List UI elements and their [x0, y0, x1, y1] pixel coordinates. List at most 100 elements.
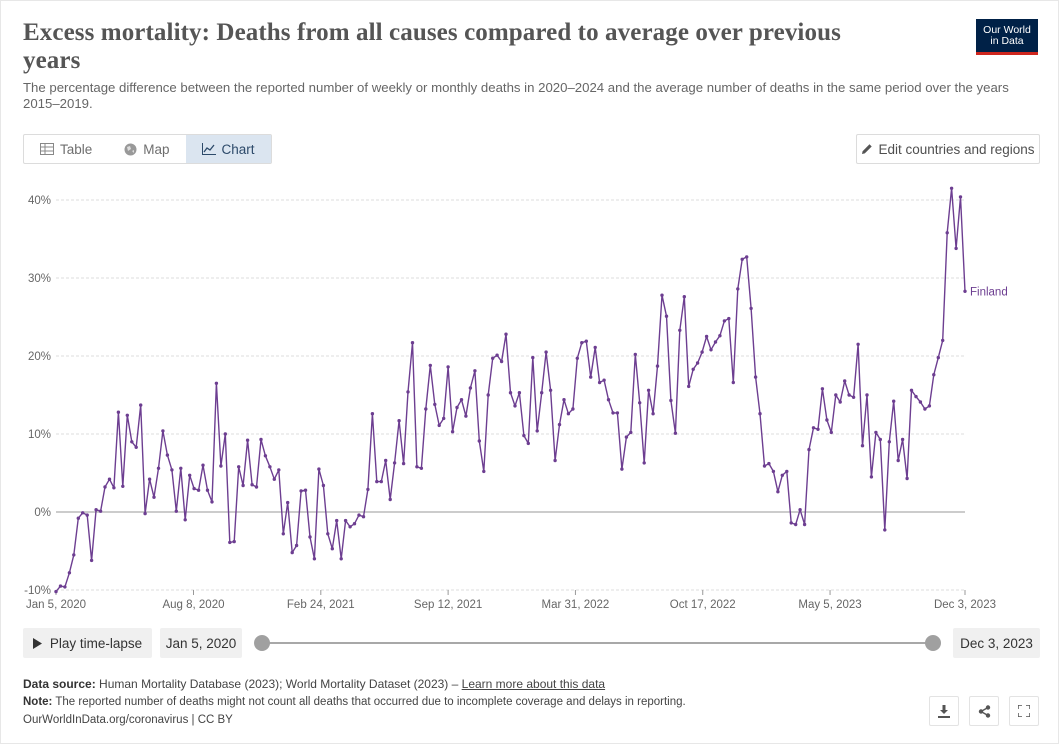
data-point[interactable] — [85, 513, 89, 517]
data-point[interactable] — [655, 364, 660, 368]
data-point[interactable] — [147, 477, 152, 481]
data-point[interactable] — [553, 458, 557, 463]
data-point[interactable] — [936, 355, 940, 360]
data-point[interactable] — [589, 375, 593, 379]
data-point[interactable] — [272, 477, 276, 481]
data-point[interactable] — [392, 461, 397, 465]
data-point[interactable] — [571, 407, 575, 411]
data-point[interactable] — [820, 387, 825, 391]
data-point[interactable] — [531, 355, 535, 360]
data-point[interactable] — [736, 287, 740, 291]
share-button[interactable] — [969, 696, 999, 726]
data-point[interactable] — [143, 511, 147, 516]
data-point[interactable] — [905, 476, 909, 481]
data-point[interactable] — [343, 518, 348, 523]
data-point[interactable] — [883, 528, 887, 532]
data-point[interactable] — [540, 391, 544, 395]
data-point[interactable] — [352, 522, 357, 526]
data-point[interactable] — [914, 394, 918, 399]
data-point[interactable] — [727, 316, 731, 321]
timeline-end-date[interactable]: Dec 3, 2023 — [953, 628, 1040, 658]
data-point[interactable] — [482, 469, 486, 474]
data-point[interactable] — [201, 463, 205, 467]
data-point[interactable] — [210, 500, 214, 504]
data-point[interactable] — [214, 381, 219, 385]
data-point[interactable] — [384, 458, 388, 463]
data-point[interactable] — [361, 515, 366, 519]
data-point[interactable] — [308, 535, 312, 539]
data-point[interactable] — [843, 379, 847, 383]
data-point[interactable] — [856, 342, 860, 346]
download-button[interactable] — [929, 696, 959, 726]
data-point[interactable] — [455, 405, 459, 410]
data-point[interactable] — [286, 500, 290, 505]
data-point[interactable] — [638, 401, 642, 405]
data-point[interactable] — [330, 547, 334, 551]
data-point[interactable] — [495, 353, 499, 357]
data-point[interactable] — [949, 186, 954, 190]
data-point[interactable] — [415, 465, 419, 469]
data-point[interactable] — [375, 479, 379, 484]
series-line-finland[interactable] — [55, 187, 966, 593]
data-point[interactable] — [508, 391, 513, 395]
data-point[interactable] — [437, 423, 441, 428]
data-point[interactable] — [326, 532, 330, 536]
data-point[interactable] — [865, 393, 869, 397]
data-point[interactable] — [196, 488, 201, 492]
data-point[interactable] — [954, 246, 958, 251]
data-point[interactable] — [219, 464, 223, 468]
data-point[interactable] — [642, 461, 646, 465]
data-point[interactable] — [860, 444, 865, 448]
data-point[interactable] — [771, 469, 776, 474]
data-point[interactable] — [134, 445, 138, 449]
data-point[interactable] — [223, 432, 227, 436]
data-point[interactable] — [424, 407, 428, 411]
data-point[interactable] — [807, 447, 811, 452]
data-point[interactable] — [76, 516, 81, 520]
data-point[interactable] — [740, 257, 744, 261]
data-point[interactable] — [397, 419, 401, 423]
data-point[interactable] — [112, 486, 116, 490]
data-point[interactable] — [624, 435, 629, 439]
data-point[interactable] — [107, 477, 112, 481]
data-point[interactable] — [709, 348, 713, 352]
data-point[interactable] — [339, 557, 343, 561]
data-point[interactable] — [254, 485, 259, 489]
play-timelapse-button[interactable]: Play time-lapse — [23, 628, 152, 658]
data-point[interactable] — [713, 340, 718, 344]
data-point[interactable] — [486, 393, 490, 397]
data-point[interactable] — [606, 398, 611, 402]
data-point[interactable] — [602, 378, 606, 382]
data-point[interactable] — [963, 289, 967, 293]
data-point[interactable] — [370, 412, 375, 416]
data-point[interactable] — [228, 540, 232, 545]
data-point[interactable] — [54, 589, 58, 594]
data-point[interactable] — [179, 466, 183, 470]
data-point[interactable] — [268, 465, 272, 469]
data-point[interactable] — [900, 437, 905, 442]
data-point[interactable] — [513, 404, 517, 408]
owid-logo[interactable]: Our World in Data — [976, 19, 1038, 55]
data-point[interactable] — [366, 487, 370, 492]
data-point[interactable] — [927, 404, 932, 408]
data-point[interactable] — [250, 483, 254, 487]
data-point[interactable] — [237, 465, 241, 469]
data-point[interactable] — [522, 433, 526, 438]
data-point[interactable] — [170, 468, 174, 472]
data-point[interactable] — [544, 350, 548, 354]
data-point[interactable] — [646, 388, 651, 392]
data-point[interactable] — [584, 339, 588, 343]
data-point[interactable] — [851, 395, 856, 399]
data-point[interactable] — [468, 386, 473, 390]
data-point[interactable] — [419, 466, 424, 470]
data-point[interactable] — [116, 410, 121, 414]
data-point[interactable] — [245, 438, 250, 442]
source-url[interactable]: OurWorldInData.org/coronavirus | CC BY — [23, 714, 233, 726]
data-point[interactable] — [125, 413, 129, 417]
data-point[interactable] — [317, 467, 321, 471]
fullscreen-button[interactable] — [1009, 696, 1039, 726]
data-point[interactable] — [357, 513, 361, 517]
data-point[interactable] — [152, 495, 156, 499]
data-point[interactable] — [130, 440, 134, 444]
data-point[interactable] — [557, 422, 562, 427]
